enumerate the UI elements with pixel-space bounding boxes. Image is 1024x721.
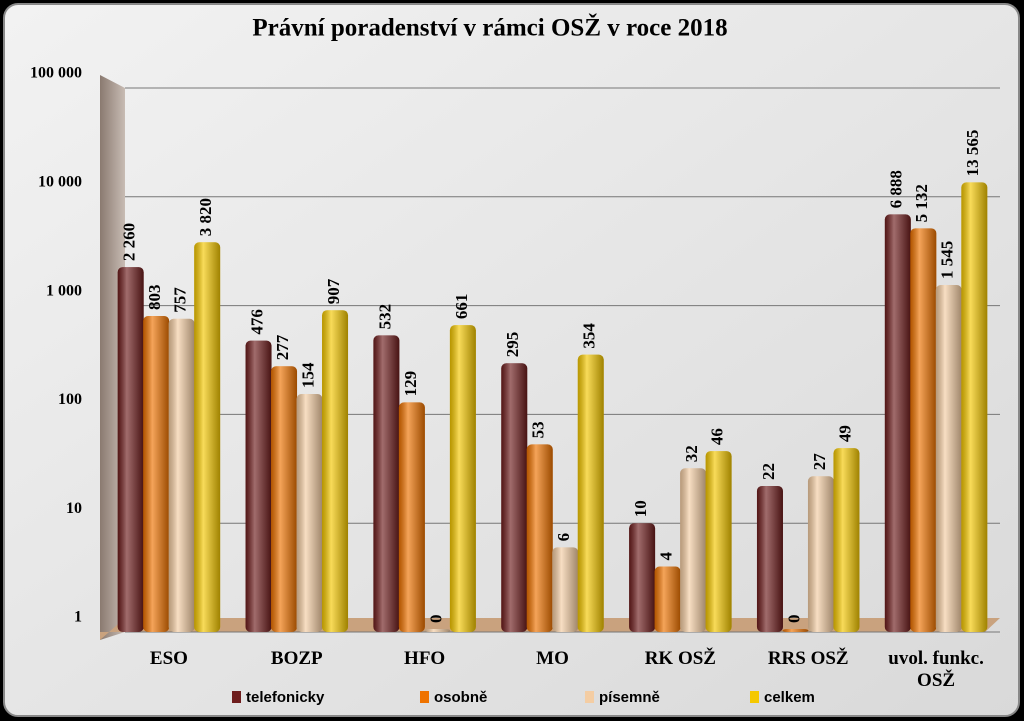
x-tick-label: RRS OSŽ <box>767 648 849 669</box>
bar-shine <box>322 310 349 632</box>
value-label: 10 <box>631 500 650 517</box>
legend-swatch <box>585 691 594 703</box>
value-label: 13 565 <box>963 130 982 177</box>
legend-label: celkem <box>764 689 815 706</box>
bar-shine <box>629 523 656 632</box>
value-label: 6 888 <box>887 170 906 208</box>
bar-shine <box>296 393 323 632</box>
value-label: 22 <box>759 463 778 480</box>
value-label: 2 260 <box>120 223 139 261</box>
legend-swatch <box>232 691 241 703</box>
bar-shine <box>680 468 707 632</box>
value-label: 4 <box>657 551 676 560</box>
bar-shine <box>398 402 425 632</box>
value-label: 661 <box>452 294 471 320</box>
value-label: 907 <box>324 278 343 304</box>
bar-shine <box>961 182 988 632</box>
bar-shine <box>117 267 144 632</box>
x-tick-label: uvol. funkc. OSŽ <box>888 648 984 691</box>
bar-shine <box>168 318 195 632</box>
bar-shine <box>373 335 400 632</box>
value-label: 295 <box>503 332 522 358</box>
value-label: 354 <box>580 323 599 349</box>
bar-shine <box>807 476 834 632</box>
value-label: 5 132 <box>912 184 931 222</box>
value-label: 49 <box>835 425 854 442</box>
x-tick-label: HFO <box>404 648 446 669</box>
value-label: 3 820 <box>196 198 215 236</box>
x-tick-label: MO <box>536 648 569 669</box>
value-label: 53 <box>529 421 548 438</box>
y-tick-label: 1 <box>74 609 82 626</box>
bar-shine <box>705 451 732 632</box>
value-label: 757 <box>171 287 190 313</box>
bar-shine <box>910 228 937 633</box>
value-label: 1 545 <box>938 241 957 279</box>
legend-label: písemně <box>599 689 660 706</box>
bar-shine <box>245 340 272 632</box>
bar-shine <box>449 325 476 632</box>
y-tick-label: 1 000 <box>46 282 82 299</box>
bar-shine <box>501 363 528 632</box>
bar-shine <box>271 366 298 632</box>
bar-shine <box>577 354 604 632</box>
bar-shine <box>552 547 579 632</box>
legend-label: osobně <box>434 689 487 706</box>
bar-shine <box>935 285 962 632</box>
value-label: 532 <box>375 304 394 330</box>
bar-shine <box>143 315 170 632</box>
value-label: 0 <box>784 615 803 624</box>
value-label: 154 <box>298 362 317 388</box>
bar-shine <box>884 214 911 632</box>
bar-shine <box>782 629 809 632</box>
value-label: 803 <box>145 284 164 310</box>
chart-title: Právní poradenství v rámci OSŽ v roce 20… <box>252 14 727 42</box>
value-label: 32 <box>682 445 701 462</box>
value-label: 277 <box>273 334 292 360</box>
value-label: 46 <box>708 428 727 445</box>
bar-shine <box>424 629 451 632</box>
x-tick-label: RK OSŽ <box>644 648 716 669</box>
y-tick-label: 100 <box>58 391 82 408</box>
legend-swatch <box>750 691 759 703</box>
legend-label: telefonicky <box>246 689 325 706</box>
bar-shine <box>833 448 860 632</box>
x-tick-label: BOZP <box>270 648 323 669</box>
bar-shine <box>526 444 553 632</box>
bar-shine <box>654 566 681 632</box>
value-label: 0 <box>426 615 445 624</box>
bar-shine <box>756 485 783 632</box>
y-tick-label: 10 000 <box>38 173 82 190</box>
bar-shine <box>194 242 221 633</box>
value-label: 476 <box>247 309 266 335</box>
x-tick-label: ESO <box>149 648 188 669</box>
value-label: 129 <box>401 371 420 397</box>
legend-swatch <box>420 691 429 703</box>
value-label: 6 <box>554 533 573 542</box>
y-tick-label: 10 <box>66 500 82 517</box>
y-tick-label: 100 000 <box>30 65 82 82</box>
value-label: 27 <box>810 453 829 471</box>
